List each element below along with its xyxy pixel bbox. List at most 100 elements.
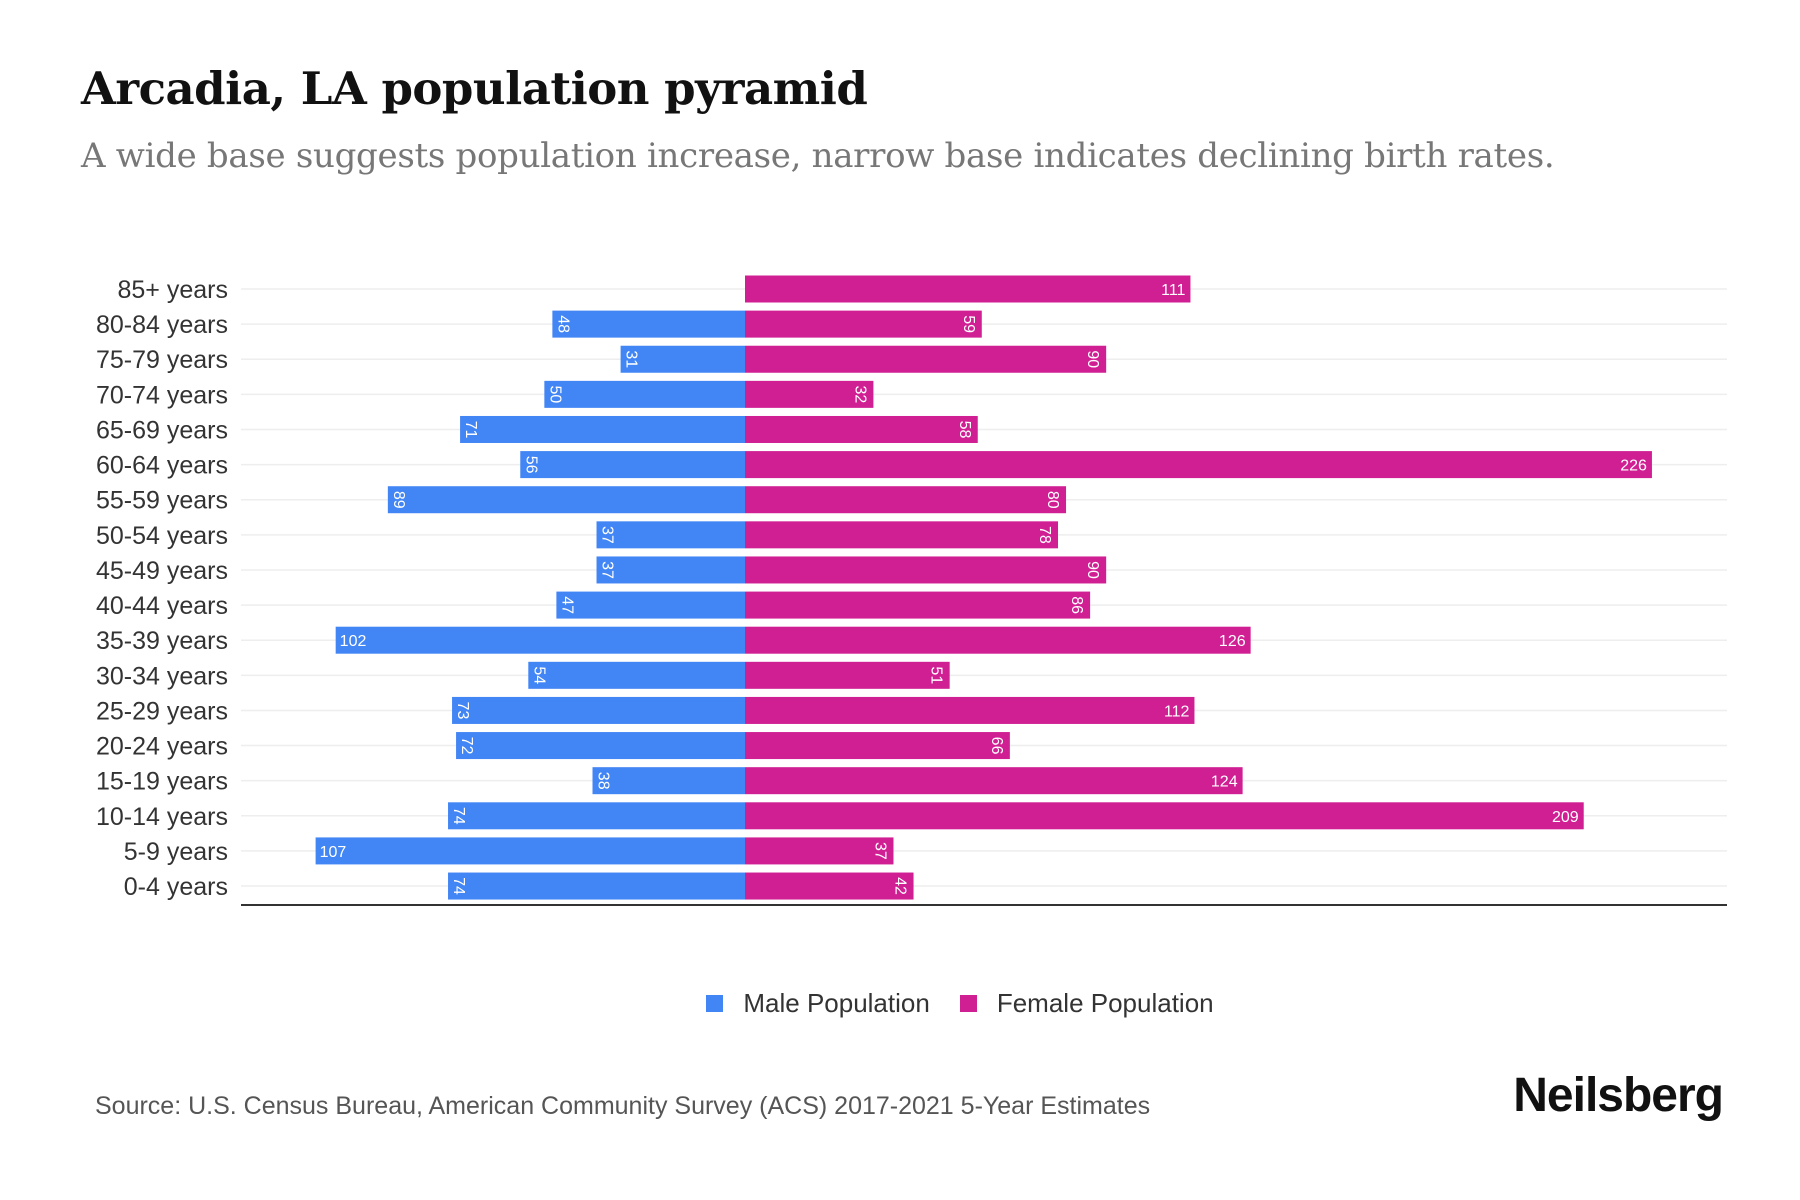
y-tick-label: 35-39 years xyxy=(96,627,228,655)
male-bar xyxy=(315,837,745,865)
male-bar xyxy=(620,345,745,373)
y-tick-label: 40-44 years xyxy=(96,592,228,620)
y-tick-label: 55-59 years xyxy=(96,487,228,515)
y-tick-label: 75-79 years xyxy=(96,346,228,374)
male-bar xyxy=(520,451,745,479)
female-bar xyxy=(745,380,874,408)
male-bar xyxy=(335,626,745,654)
bar-value-label: 51 xyxy=(928,666,945,684)
bar-value-label: 58 xyxy=(956,421,973,439)
y-tick-label: 10-14 years xyxy=(96,803,228,831)
male-bar xyxy=(452,696,745,724)
y-tick-label: 25-29 years xyxy=(96,697,228,725)
female-bar xyxy=(745,767,1243,795)
bar-value-label: 72 xyxy=(458,737,475,755)
y-tick-label: 70-74 years xyxy=(96,381,228,409)
male-bar xyxy=(448,802,745,830)
legend-item-female[interactable]: Female Population xyxy=(959,988,1214,1019)
bar-value-label: 56 xyxy=(522,456,539,474)
bar-value-label: 209 xyxy=(1552,809,1579,826)
y-tick-label: 5-9 years xyxy=(124,838,228,866)
bar-value-label: 90 xyxy=(1084,561,1101,579)
legend-label-male: Male Population xyxy=(743,988,930,1018)
y-tick-label: 50-54 years xyxy=(96,522,228,550)
male-bar xyxy=(460,415,745,443)
bar-value-label: 54 xyxy=(530,666,547,684)
neilsberg-logo: Neilsberg xyxy=(1513,1069,1724,1122)
male-bar xyxy=(544,380,745,408)
female-bar xyxy=(745,732,1010,760)
bar-value-label: 107 xyxy=(320,844,347,861)
legend-label-female: Female Population xyxy=(996,988,1214,1018)
bar-value-label: 124 xyxy=(1211,774,1238,791)
bar-value-label: 74 xyxy=(450,877,467,895)
bar-value-label: 102 xyxy=(340,633,367,650)
female-bar xyxy=(745,486,1067,514)
bar-value-label: 66 xyxy=(988,737,1005,755)
male-bar xyxy=(552,310,745,338)
bar-value-label: 48 xyxy=(554,315,571,333)
y-tick-label: 65-69 years xyxy=(96,416,228,444)
female-bar xyxy=(745,661,950,689)
y-tick-label: 0-4 years xyxy=(124,873,228,901)
bar-value-label: 31 xyxy=(623,350,640,368)
bar-value-label: 47 xyxy=(558,596,575,614)
chart-title: Arcadia, LA population pyramid xyxy=(81,62,868,115)
male-bar xyxy=(528,661,745,689)
bar-value-label: 50 xyxy=(546,385,563,403)
female-bar xyxy=(745,591,1091,619)
chart-subtitle: A wide base suggests population increase… xyxy=(81,136,1555,176)
bar-value-label: 78 xyxy=(1036,526,1053,544)
y-tick-label: 60-64 years xyxy=(96,452,228,480)
female-bar xyxy=(745,451,1652,479)
y-tick-label: 80-84 years xyxy=(96,311,228,339)
male-bar xyxy=(556,591,745,619)
legend-item-male[interactable]: Male Population xyxy=(706,988,930,1019)
male-bar xyxy=(456,732,745,760)
bar-value-label: 112 xyxy=(1164,703,1190,720)
y-tick-label: 15-19 years xyxy=(96,768,228,796)
male-bar xyxy=(387,486,745,514)
bar-value-label: 111 xyxy=(1161,282,1185,299)
y-tick-label: 30-34 years xyxy=(96,662,228,690)
female-bar xyxy=(745,415,978,443)
bar-value-label: 37 xyxy=(599,561,616,579)
source-note: Source: U.S. Census Bureau, American Com… xyxy=(95,1092,1151,1120)
bar-value-label: 38 xyxy=(595,772,612,790)
bar-value-label: 42 xyxy=(892,877,909,895)
bar-value-label: 86 xyxy=(1068,596,1085,614)
bar-value-label: 71 xyxy=(462,421,479,439)
bar-value-label: 80 xyxy=(1044,491,1061,509)
female-bar xyxy=(745,696,1195,724)
bar-value-label: 37 xyxy=(599,526,616,544)
bar-value-label: 126 xyxy=(1219,633,1246,650)
y-tick-label: 20-24 years xyxy=(96,733,228,761)
male-bar xyxy=(596,521,745,549)
bar-value-label: 90 xyxy=(1084,350,1101,368)
bar-value-label: 74 xyxy=(450,807,467,825)
bar-value-label: 73 xyxy=(454,702,471,720)
bar-value-label: 59 xyxy=(960,315,977,333)
male-bar xyxy=(596,556,745,584)
female-bar xyxy=(745,837,894,865)
bar-value-label: 226 xyxy=(1620,458,1647,475)
bar-value-label: 37 xyxy=(871,842,888,860)
female-bar xyxy=(745,310,982,338)
y-tick-label: 45-49 years xyxy=(96,557,228,585)
male-bar xyxy=(448,872,745,900)
female-bar xyxy=(745,521,1059,549)
male-swatch xyxy=(706,995,724,1012)
female-bar xyxy=(745,345,1107,373)
legend: Male Population Female Population xyxy=(0,988,1800,1019)
male-bar xyxy=(592,767,745,795)
bar-value-label: 32 xyxy=(851,385,868,403)
female-bar xyxy=(745,275,1191,303)
bar-value-label: 89 xyxy=(390,491,407,509)
female-bar xyxy=(745,872,914,900)
y-tick-label: 85+ years xyxy=(118,276,229,304)
female-bar xyxy=(745,556,1107,584)
population-pyramid-chart: 85+ years 80-84 years 75-79 years 70-74 yea… xyxy=(96,275,1727,906)
female-bar xyxy=(745,626,1251,654)
female-swatch xyxy=(959,995,977,1012)
female-bar xyxy=(745,802,1584,830)
